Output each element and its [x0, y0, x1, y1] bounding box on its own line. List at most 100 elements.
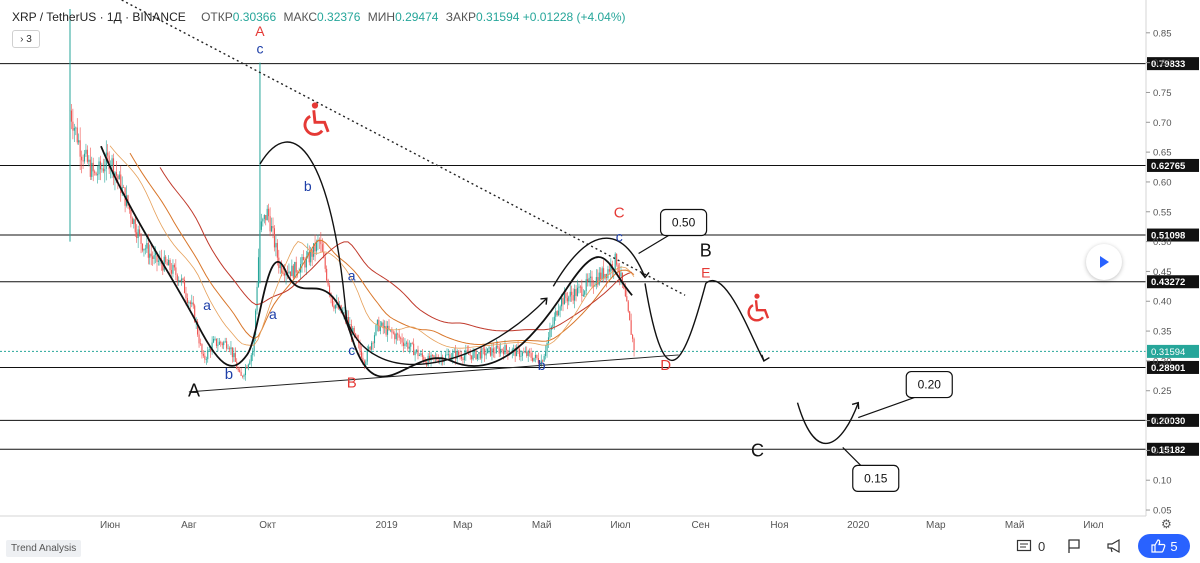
- wave-label: B: [700, 241, 712, 261]
- candle: [360, 350, 362, 358]
- indicators-collapse-button[interactable]: › 3: [12, 30, 40, 48]
- candle: [559, 306, 561, 311]
- wave-label: B: [347, 375, 357, 392]
- y-tick-label: 0.15: [1153, 446, 1172, 457]
- candle: [356, 335, 358, 341]
- report-button[interactable]: [1066, 538, 1082, 554]
- candle: [186, 298, 188, 303]
- candle: [163, 256, 165, 271]
- candle: [542, 360, 544, 362]
- candle: [574, 289, 576, 301]
- candle: [273, 228, 275, 248]
- candle: [292, 265, 294, 278]
- candle: [143, 248, 145, 251]
- candle: [211, 342, 213, 352]
- level-label: 0.62765: [1151, 161, 1186, 172]
- candle: [568, 296, 570, 302]
- share-button[interactable]: [1106, 538, 1124, 554]
- candle: [624, 288, 626, 297]
- ma-red: [159, 167, 633, 332]
- wave-forecast-c: [796, 402, 859, 445]
- candle: [295, 261, 297, 273]
- y-tick-label: 0.80: [1153, 58, 1172, 69]
- candle: [137, 229, 139, 239]
- current-price-label: 0.31594: [1151, 347, 1185, 358]
- candle: [500, 348, 502, 354]
- candle: [79, 140, 81, 157]
- candle: [240, 371, 242, 376]
- candle: [104, 168, 106, 172]
- candle: [294, 261, 296, 278]
- icon-part: [754, 300, 770, 319]
- candle: [391, 329, 393, 333]
- candle: [120, 174, 122, 194]
- like-button[interactable]: 5: [1138, 534, 1190, 558]
- candle: [311, 250, 313, 257]
- candle: [344, 312, 347, 320]
- candle: [614, 253, 616, 270]
- candle: [157, 260, 159, 262]
- candle: [536, 354, 538, 359]
- candle: [555, 311, 557, 317]
- candle: [607, 269, 609, 279]
- y-tick-label: 0.65: [1153, 148, 1172, 159]
- candle: [99, 161, 101, 170]
- candle: [237, 368, 239, 371]
- candle: [205, 359, 207, 361]
- candle: [495, 345, 497, 354]
- comments-button[interactable]: 0: [1016, 538, 1045, 554]
- candle: [447, 354, 449, 356]
- candle: [279, 264, 281, 269]
- candle: [575, 289, 577, 296]
- candle: [372, 342, 374, 344]
- play-button[interactable]: [1086, 244, 1122, 280]
- candle: [288, 271, 290, 274]
- current-price-bg: [1147, 344, 1199, 358]
- candle: [327, 280, 329, 286]
- candle: [95, 172, 97, 176]
- candle: [127, 195, 129, 206]
- callout-box: [659, 208, 708, 237]
- candle: [475, 350, 477, 360]
- candle: [318, 240, 320, 242]
- candle: [366, 349, 368, 362]
- callout-label: 0.15: [864, 471, 888, 485]
- candle: [139, 229, 141, 234]
- wave-label: b: [538, 357, 546, 373]
- low-value: 0.29474: [395, 10, 439, 24]
- candle: [591, 276, 593, 287]
- candle: [168, 259, 170, 266]
- candle: [115, 172, 117, 176]
- brand-label[interactable]: Trend Analysis: [6, 540, 82, 557]
- candle: [329, 285, 331, 294]
- candle: [598, 272, 600, 285]
- candle: [466, 350, 468, 352]
- candle: [411, 342, 413, 344]
- descending-trendline: [121, 0, 686, 296]
- candle: [489, 347, 492, 356]
- candle: [503, 350, 505, 355]
- candle: [497, 345, 499, 348]
- candle: [105, 152, 107, 169]
- candle: [579, 286, 581, 288]
- candle: [404, 343, 406, 346]
- candle: [133, 219, 135, 224]
- candle: [233, 353, 235, 358]
- candle: [255, 310, 257, 335]
- candle: [262, 218, 264, 222]
- candle: [153, 255, 155, 259]
- candle: [543, 355, 545, 362]
- candle: [601, 268, 603, 280]
- candle: [478, 351, 480, 355]
- candle: [134, 219, 136, 233]
- candle: [603, 268, 605, 279]
- candle: [252, 351, 254, 356]
- arrow-head: [761, 354, 770, 362]
- level-label: 0.79833: [1151, 59, 1185, 70]
- candle: [347, 316, 349, 325]
- candle: [156, 252, 158, 262]
- wheelchair-icon: [303, 102, 330, 136]
- candle: [162, 263, 164, 271]
- candle: [324, 257, 326, 269]
